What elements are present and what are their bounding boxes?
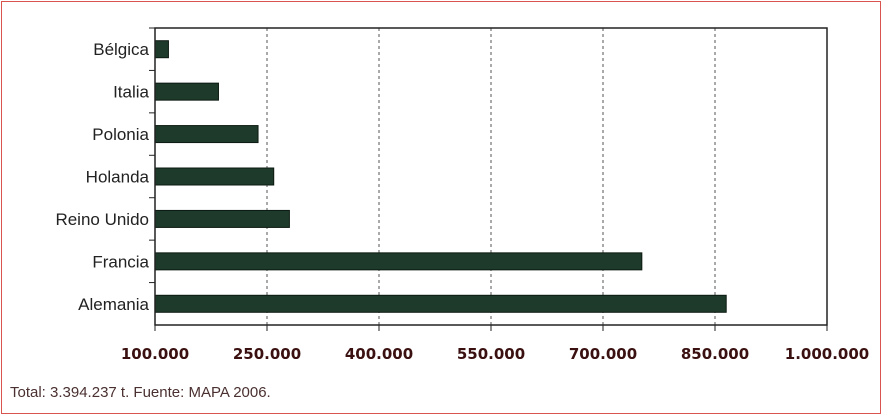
category-label: Italia [113, 83, 149, 102]
x-tick-label: 700.000 [569, 345, 637, 363]
x-tick-label: 250.000 [233, 345, 301, 363]
bar [154, 40, 169, 59]
bar [154, 209, 290, 228]
chart-caption: Total: 3.394.237 t. Fuente: MAPA 2006. [10, 384, 271, 401]
category-label: Bélgica [93, 40, 149, 59]
x-tick-label: 400.000 [345, 345, 413, 363]
x-tick-label: 1.000.000 [785, 345, 869, 363]
x-tick-label: 100.000 [121, 345, 189, 363]
bar [154, 167, 275, 186]
labels: Bélgica Italia Polonia Holanda Reino Unido Fr… [55, 40, 869, 363]
bar [154, 125, 259, 144]
bar [154, 294, 727, 313]
bars [154, 40, 727, 313]
grid-lines [266, 28, 716, 325]
bar [154, 252, 643, 271]
axes [149, 27, 828, 331]
category-label: Holanda [86, 168, 150, 187]
x-tick-label: 550.000 [457, 345, 525, 363]
category-label: Francia [92, 252, 149, 271]
bar-chart: Bélgica Italia Polonia Holanda Reino Unido Fr… [55, 27, 869, 363]
category-label: Reino Unido [55, 210, 149, 229]
category-label: Polonia [92, 125, 149, 144]
category-label: Alemania [78, 295, 149, 314]
x-tick-label: 850.000 [681, 345, 749, 363]
bar [154, 82, 219, 101]
